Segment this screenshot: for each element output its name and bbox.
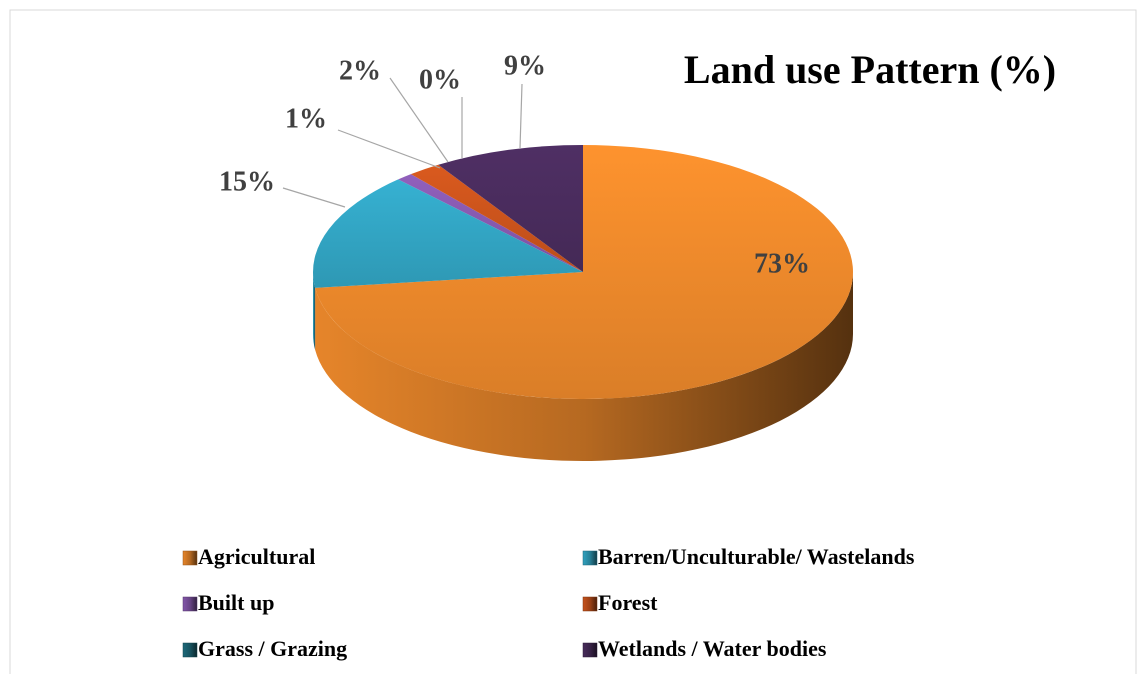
data-label: 73% [754, 248, 810, 279]
data-label: 15% [219, 166, 275, 197]
data-label: 0% [419, 64, 461, 95]
slice [313, 179, 583, 288]
legend-marker [182, 596, 198, 612]
data-label: 9% [504, 50, 546, 81]
legend-marker [182, 550, 198, 566]
data-label: 1% [285, 103, 327, 134]
chart-frame [9, 9, 1137, 674]
slice-side [315, 272, 853, 462]
slice [410, 164, 583, 272]
leader-line [282, 187, 346, 208]
legend-label: Agricultural [198, 544, 315, 569]
slice-side [313, 272, 316, 350]
legend-label: Wetlands / Water bodies [598, 636, 827, 661]
data-label: 2% [339, 55, 381, 86]
leader-line [519, 83, 523, 149]
legend-label: Built up [198, 590, 274, 615]
slice [398, 174, 583, 272]
leader-line [389, 77, 449, 163]
legend-label: Grass / Grazing [198, 636, 347, 661]
slice [438, 145, 583, 272]
legend-marker [582, 642, 598, 658]
legend-marker [182, 642, 198, 658]
legend-label: Barren/Unculturable/ Wastelands [598, 544, 915, 569]
slice [315, 145, 854, 399]
legend-marker [582, 550, 598, 566]
leader-line [337, 129, 441, 169]
chart-title: Land use Pattern (%) [684, 47, 1056, 92]
legend-label: Forest [598, 590, 658, 615]
legend-marker [582, 596, 598, 612]
